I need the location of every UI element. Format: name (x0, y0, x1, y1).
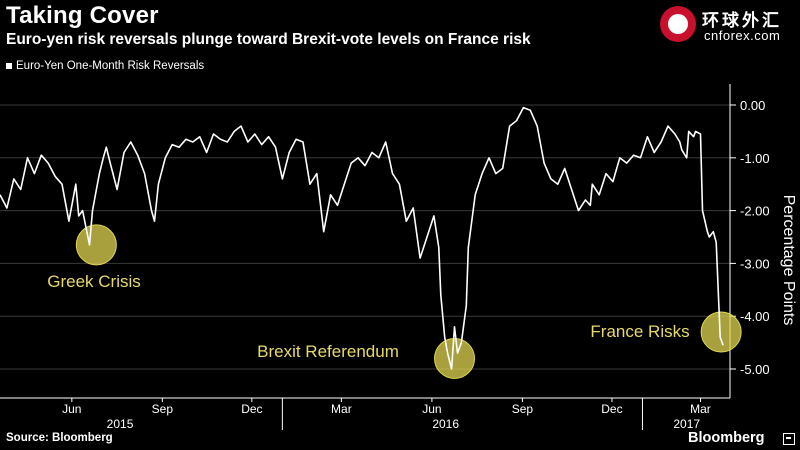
annotation-label: Brexit Referendum (257, 342, 399, 361)
annotation-marker (75, 224, 117, 266)
y-tick-label: -1.00 (740, 151, 770, 166)
y-tick-label: -3.00 (740, 256, 770, 271)
bloomberg-logo-icon (783, 433, 795, 445)
axes: 0.00 -1.00 -2.00 -3.00 -4.00 -5.00 Jun Sep Dec Ma… (0, 84, 770, 431)
y-tick-label: 0.00 (740, 98, 765, 113)
x-tick-label: Sep (512, 402, 534, 416)
year-label: 2017 (673, 417, 700, 431)
legend: Euro-Yen One-Month Risk Reversals (6, 60, 204, 72)
x-tick-label: Dec (601, 402, 622, 416)
legend-swatch (6, 63, 12, 69)
chart-title: Taking Cover (6, 2, 159, 29)
cnforex-logo-icon (660, 6, 696, 42)
annotation-label: Greek Crisis (47, 272, 141, 291)
watermark: 环球外汇 cnforex.com (660, 4, 792, 50)
x-tick-label: Dec (241, 402, 262, 416)
x-tick-label: Sep (152, 402, 174, 416)
x-tick-label: Jun (62, 402, 81, 416)
source-note: Source: Bloomberg (6, 432, 113, 444)
series (0, 106, 724, 370)
x-tick-label: Mar (690, 402, 711, 416)
x-tick-label: Mar (331, 402, 352, 416)
y-tick-label: -5.00 (740, 362, 770, 377)
year-label: 2016 (432, 417, 459, 431)
y-tick-label: -4.00 (740, 309, 770, 324)
y-tick-label: -2.00 (740, 204, 770, 219)
annotations: Greek Crisis Brexit Referendum France Risk… (47, 224, 742, 379)
y-axis-label: Percentage Points (780, 195, 797, 326)
bloomberg-brand: Bloomberg (688, 430, 765, 446)
watermark-url: cnforex.com (704, 28, 781, 43)
grid-lines (0, 104, 730, 370)
legend-label: Euro-Yen One-Month Risk Reversals (16, 60, 205, 72)
annotation-marker (700, 311, 742, 353)
chart-subtitle: Euro-yen risk reversals plunge toward Br… (6, 31, 531, 48)
year-label: 2015 (107, 417, 134, 431)
watermark-cn-text: 环球外汇 (702, 11, 782, 31)
annotation-label: France Risks (590, 322, 689, 341)
x-tick-label: Jun (422, 402, 441, 416)
annotation-marker (434, 337, 476, 379)
series-line-euro-yen (0, 106, 724, 370)
